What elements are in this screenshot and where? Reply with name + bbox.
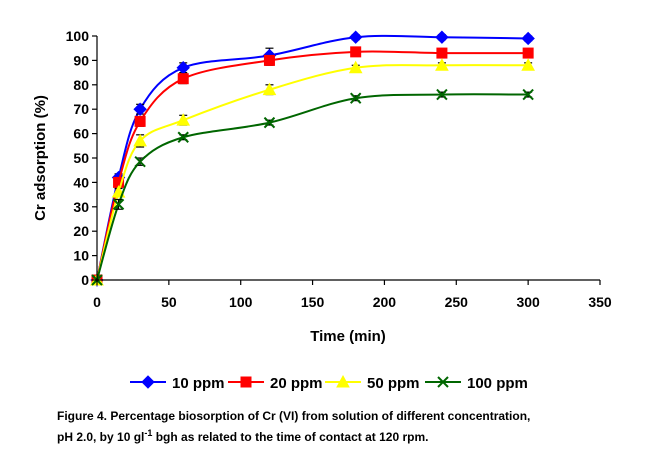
legend-marker-100-ppm [437,376,449,388]
data-point-100-ppm [436,88,448,101]
x-tick-label: 100 [229,294,253,310]
data-point-100-ppm [112,198,125,211]
caption-line-2-end: bgh as related to the time of contact at… [152,430,429,444]
legend-label-10-ppm: 10 ppm [172,375,225,392]
series-line-100-ppm [96,93,529,281]
y-tick-label: 80 [73,77,89,93]
y-tick-label: 60 [73,126,89,142]
x-tick-label: 200 [373,294,397,310]
y-tick-label: 40 [73,174,89,190]
marker-stroke [437,376,449,388]
caption-line-2: pH 2.0, by 10 gl-1 bgh as related to the… [57,425,637,446]
data-point-50-ppm [176,113,191,126]
data-point-10-ppm [176,61,190,75]
series-line-50-ppm [96,64,529,281]
data-point-10-ppm [348,30,363,44]
data-point-50-ppm [262,82,277,96]
legend-marker-20-ppm [240,376,252,388]
legend-label-50-ppm: 50 ppm [367,375,420,392]
data-point-20-ppm [436,47,448,59]
figure-caption: Figure 4. Percentage biosorption of Cr (… [57,408,637,446]
x-tick-label: 300 [516,294,540,310]
marker-stroke [177,131,189,143]
x-tick-label: 250 [445,294,469,310]
caption-superscript: -1 [144,428,153,438]
x-tick-label: 350 [588,294,612,310]
data-point-50-ppm [133,133,147,147]
y-tick-label: 70 [73,101,89,117]
data-point-50-ppm [348,60,363,74]
data-point-10-ppm [133,102,147,116]
caption-line-2-start: pH 2.0, by 10 gl [57,430,145,444]
marker-stroke [436,88,448,101]
data-point-10-ppm [521,31,535,46]
marker-stroke [112,198,125,211]
data-point-20-ppm [350,46,362,58]
data-point-100-ppm [177,131,189,143]
data-point-20-ppm [134,115,146,127]
y-tick-label: 10 [73,248,89,264]
data-point-20-ppm [263,54,275,66]
x-tick-label: 150 [301,294,325,310]
legend: 10 ppm 20 ppm 50 ppm 100 ppm [130,374,528,392]
legend-label-20-ppm: 20 ppm [270,375,323,392]
data-point-10-ppm [435,30,449,44]
legend-marker-10-ppm [141,375,155,389]
y-tick-label: 90 [73,52,89,68]
y-tick-label: 50 [73,150,89,166]
data-point-100-ppm [522,88,534,101]
data-point-100-ppm [349,92,362,104]
legend-marker-50-ppm [336,374,350,388]
x-tick-label: 0 [93,294,101,310]
y-tick-label: 30 [73,199,89,215]
caption-line-1: Figure 4. Percentage biosorption of Cr (… [57,409,531,423]
data-point-50-ppm [521,58,535,71]
data-point-100-ppm [134,155,146,168]
y-tick-label: 100 [66,28,90,44]
marker-stroke [522,88,534,101]
marker-stroke [134,155,146,168]
x-axis-title: Time (min) [310,328,386,345]
data-point-50-ppm [435,58,449,71]
y-tick-label: 0 [81,272,89,288]
series-line-10-ppm [96,34,529,281]
series-line-20-ppm [96,50,529,281]
data-point-20-ppm [177,73,189,85]
data-point-100-ppm [263,116,276,129]
marker-stroke [263,116,276,129]
data-point-20-ppm [522,47,534,59]
x-tick-label: 50 [161,294,177,310]
y-axis-title: Cr adsorption (%) [32,95,49,221]
marker-stroke [349,92,362,104]
legend-label-100-ppm: 100 ppm [467,375,528,392]
y-tick-label: 20 [73,223,89,239]
